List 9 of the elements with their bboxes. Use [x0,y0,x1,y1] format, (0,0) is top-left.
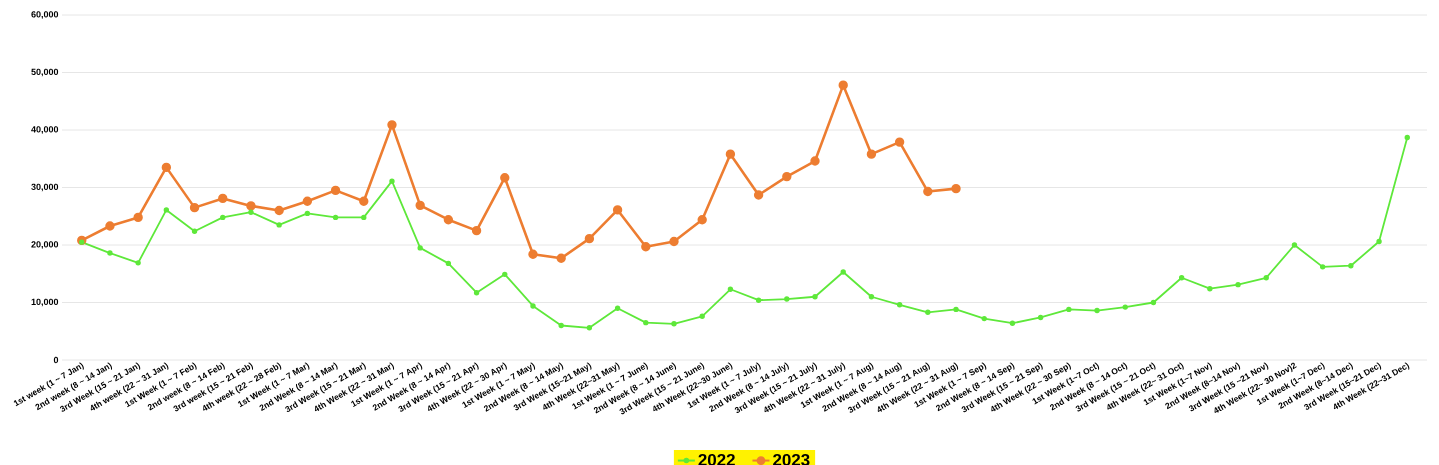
y-tick-label: 40,000 [31,126,59,134]
y-tick-label: 10,000 [31,298,59,307]
legend-label: 2023 [773,453,810,465]
y-tick-label: 20,000 [31,241,59,249]
y-tick-label: 0 [53,356,59,364]
y-tick-label: 30,000 [31,183,59,192]
legend-label: 2022 [698,453,735,465]
y-tick-label: 60,000 [31,11,59,19]
y-tick-label: 50,000 [31,68,59,77]
